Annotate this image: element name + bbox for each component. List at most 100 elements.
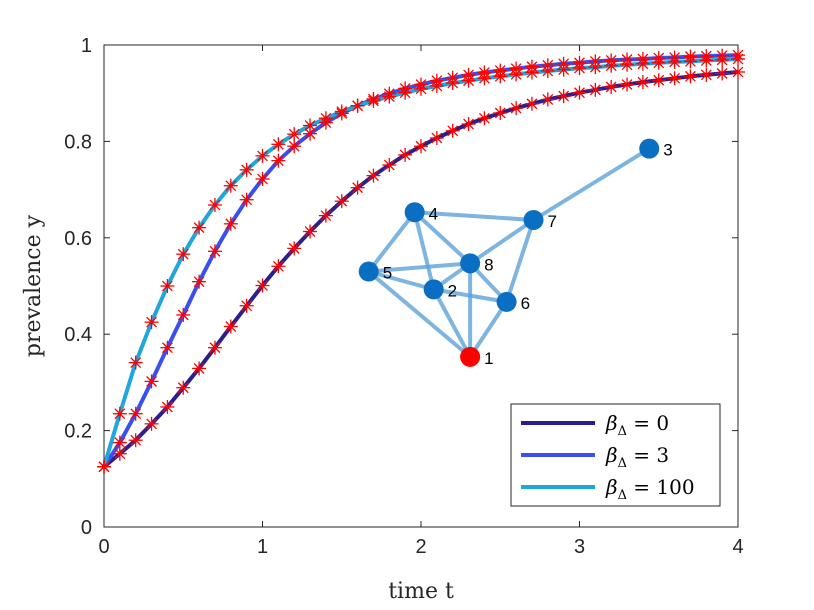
data-point-marker [271,137,286,152]
data-point-marker [223,178,238,193]
network-node [523,209,544,230]
data-point-marker [588,60,603,75]
data-point-marker [334,194,349,209]
x-tick-label: 4 [732,536,743,558]
data-point-marker [588,82,603,97]
network-edge [504,217,536,304]
network-edge [366,261,473,274]
data-point-marker [731,51,745,66]
data-point-marker [477,111,492,126]
legend-entry: βΔ = 0 [605,411,669,439]
data-point-marker [144,315,159,330]
data-point-marker [334,104,349,119]
node-label: 8 [484,255,493,274]
data-point-marker [160,279,175,293]
data-point-marker [176,247,191,262]
data-point-marker [144,374,159,389]
node-label: 5 [383,264,392,283]
data-point-marker [715,66,730,81]
data-point-marker [477,71,492,86]
data-point-marker [651,55,666,70]
data-point-marker [667,54,682,69]
network-edge [366,210,417,274]
data-point-marker [572,85,587,100]
data-point-marker [207,244,222,259]
axis-ticks: 0 1 2 3 4 0 0.2 0.4 0.6 0.8 1 [64,35,743,558]
x-tick-label: 3 [574,536,585,558]
data-point-marker [207,340,222,355]
network-edge [531,146,652,222]
data-point-marker [303,224,318,239]
data-point-marker [350,98,365,113]
y-tick-label: 0.4 [64,324,92,346]
data-point-marker [509,101,524,116]
data-point-marker [651,73,666,88]
network-node [358,261,379,282]
data-point-marker [287,241,302,256]
y-tick-label: 0 [81,517,92,539]
data-point-marker [524,96,539,111]
data-point-marker [192,274,207,289]
data-point-marker [572,61,587,76]
data-point-marker [382,158,397,173]
data-point-marker [398,147,413,162]
data-point-marker [683,54,698,69]
data-point-marker [318,208,333,223]
data-point-marker [287,127,302,142]
data-point-marker [112,435,127,450]
data-point-marker [524,65,539,80]
x-tick-label: 2 [415,536,426,558]
network-graph: 1 2 3 4 5 6 7 8 [358,138,673,368]
data-point-marker [699,53,714,68]
data-point-marker [635,56,650,71]
y-tick-label: 0.8 [64,131,92,153]
data-point-marker [97,459,111,474]
data-point-marker [192,220,207,235]
data-point-marker [255,171,270,186]
data-point-marker [667,71,682,86]
data-point-marker [731,64,745,79]
data-point-marker [604,58,619,73]
node-label: 4 [429,204,438,223]
x-axis-label: time t [388,579,454,604]
data-point-marker [271,259,286,274]
data-point-marker [303,118,318,133]
node-label: 1 [484,349,493,368]
data-point-marker [683,69,698,84]
legend: βΔ = 0 βΔ = 3 βΔ = 100 [510,403,721,507]
data-point-marker [128,355,143,370]
data-point-marker [223,319,238,334]
data-point-marker [112,406,127,421]
y-tick-label: 0.2 [64,421,92,443]
data-point-marker [255,278,270,293]
data-point-marker [239,298,254,313]
data-point-marker [223,216,238,231]
data-point-marker [429,78,444,93]
node-label: 2 [448,281,457,300]
network-node [423,279,444,300]
network-edge [412,210,473,266]
data-point-marker [239,162,254,177]
node-label: 6 [521,294,530,313]
data-point-marker [207,198,222,213]
y-tick-label: 0.6 [64,228,92,250]
node-label: 7 [548,212,557,231]
data-point-marker [509,67,524,82]
data-point-marker [366,168,381,183]
data-point-marker [239,192,254,207]
data-point-marker [318,111,333,126]
network-edge [366,269,473,359]
data-point-marker [620,57,635,72]
data-point-marker [493,69,508,84]
data-point-marker [350,180,365,195]
legend-entry: βΔ = 3 [605,443,669,471]
marker-group [97,48,745,474]
data-point-marker [620,77,635,92]
data-point-marker [414,81,428,96]
data-point-marker [604,79,619,94]
data-point-marker [128,406,143,421]
data-point-marker [540,92,555,107]
data-point-marker [414,139,428,154]
data-point-marker [366,93,381,108]
data-point-marker [556,89,571,104]
